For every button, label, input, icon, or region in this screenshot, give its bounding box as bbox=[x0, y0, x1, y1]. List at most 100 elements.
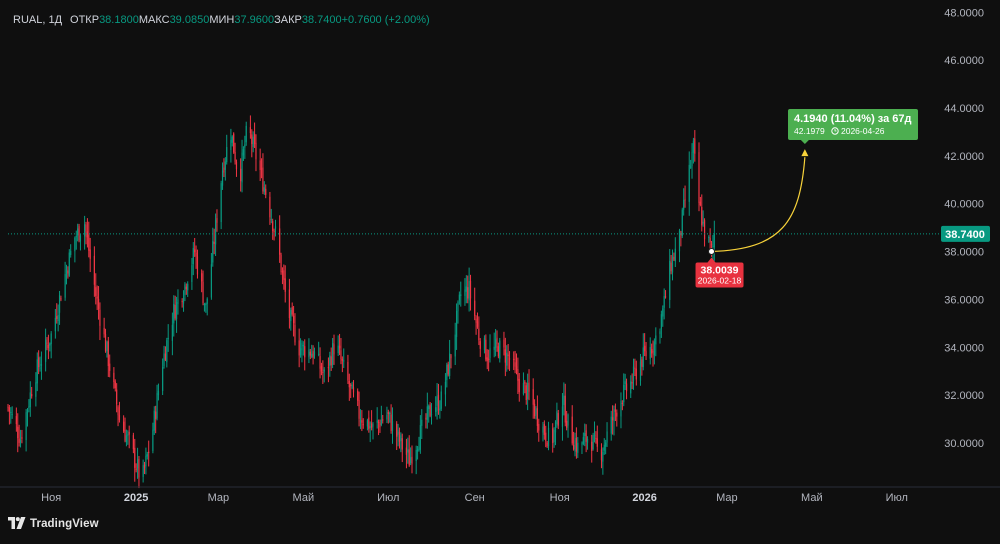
candle bbox=[421, 409, 423, 440]
candle bbox=[104, 328, 107, 353]
candle bbox=[153, 406, 155, 436]
candle bbox=[68, 249, 70, 277]
candle bbox=[652, 340, 654, 367]
candle bbox=[581, 441, 583, 455]
y-tick-label: 48.0000 bbox=[944, 7, 984, 19]
candle bbox=[536, 395, 538, 433]
candle bbox=[224, 157, 226, 181]
x-tick-label: Ноя bbox=[550, 492, 570, 504]
candle bbox=[437, 383, 440, 415]
price-axis[interactable]: 30.0000 32.0000 34.0000 36.0000 38.0000 40.00… bbox=[940, 0, 1000, 487]
candle bbox=[138, 455, 140, 489]
candle bbox=[25, 409, 27, 452]
candle bbox=[299, 338, 302, 358]
candle bbox=[220, 180, 222, 230]
candle bbox=[216, 209, 218, 232]
candle bbox=[447, 361, 449, 377]
candle bbox=[690, 159, 692, 169]
candle bbox=[77, 223, 79, 242]
candle bbox=[245, 121, 247, 146]
candle bbox=[435, 396, 437, 417]
last-price-marker: 38.7400 bbox=[941, 225, 990, 242]
candle bbox=[187, 281, 189, 297]
candle bbox=[230, 128, 232, 163]
candle bbox=[684, 185, 686, 208]
candle bbox=[177, 289, 179, 315]
candle bbox=[54, 308, 56, 339]
forecast-curve[interactable] bbox=[711, 157, 806, 253]
candle bbox=[557, 409, 559, 430]
y-tick-label: 32.0000 bbox=[944, 390, 984, 402]
candle bbox=[465, 275, 467, 304]
candle bbox=[97, 286, 100, 320]
candle bbox=[508, 351, 511, 371]
candle bbox=[7, 403, 9, 412]
candle bbox=[341, 356, 343, 373]
candle bbox=[515, 353, 518, 375]
candle bbox=[418, 436, 420, 452]
candle bbox=[371, 410, 373, 431]
candle bbox=[18, 424, 20, 447]
candle bbox=[425, 413, 427, 429]
forecast-source-date: 2026-02-18 bbox=[698, 275, 742, 285]
candle bbox=[210, 253, 212, 300]
candle bbox=[503, 331, 505, 356]
time-axis[interactable]: Ноя 2025 Мар Май Июл Сен Ноя 2026 Мар Май Июл bbox=[0, 486, 1000, 504]
candle bbox=[428, 404, 430, 423]
candle bbox=[291, 302, 293, 317]
candle bbox=[401, 433, 403, 463]
candle bbox=[26, 408, 29, 427]
candle bbox=[39, 356, 41, 372]
candle bbox=[127, 430, 129, 445]
candle bbox=[17, 413, 19, 453]
candle bbox=[95, 273, 97, 305]
candle bbox=[436, 383, 438, 420]
candle bbox=[348, 373, 350, 401]
candle bbox=[603, 438, 605, 455]
candle bbox=[103, 317, 105, 338]
candle bbox=[398, 427, 401, 449]
candle bbox=[678, 228, 681, 263]
candle bbox=[380, 405, 382, 427]
candle bbox=[444, 373, 447, 407]
candle bbox=[372, 422, 374, 440]
candle bbox=[152, 422, 154, 454]
legend-change: +0.7600 (+2.00%) bbox=[341, 14, 430, 26]
candle bbox=[301, 340, 303, 363]
candle bbox=[440, 385, 442, 412]
candle bbox=[478, 316, 480, 346]
candle bbox=[294, 313, 296, 346]
candle bbox=[260, 158, 263, 179]
candle bbox=[45, 328, 47, 372]
candle bbox=[182, 290, 185, 312]
candle bbox=[319, 347, 321, 379]
legend-symbol[interactable]: RUAL, 1Д bbox=[13, 14, 63, 26]
candle bbox=[699, 196, 701, 207]
clock-icon bbox=[831, 127, 839, 135]
candle bbox=[28, 399, 30, 413]
ohlc-legend: RUAL, 1Д ОТКР38.1800МАКС39.0850МИН37.9600… bbox=[13, 14, 430, 26]
y-tick-label: 46.0000 bbox=[944, 55, 984, 67]
candle bbox=[38, 350, 40, 375]
candle bbox=[270, 208, 272, 224]
forecast-source-point[interactable] bbox=[708, 247, 716, 255]
candle bbox=[517, 357, 519, 394]
candle bbox=[457, 300, 459, 324]
candle bbox=[663, 288, 665, 320]
candle bbox=[117, 405, 119, 427]
candle bbox=[486, 349, 488, 370]
candle bbox=[67, 266, 69, 279]
candle bbox=[15, 407, 17, 432]
candle bbox=[701, 194, 703, 232]
candle bbox=[202, 270, 204, 306]
tradingview-watermark[interactable]: TradingView bbox=[8, 515, 99, 533]
candle bbox=[493, 332, 495, 358]
candle bbox=[527, 373, 529, 411]
legend-low-value: 37.9600 bbox=[234, 14, 275, 26]
candle bbox=[302, 341, 304, 356]
candle bbox=[145, 447, 147, 475]
candle bbox=[397, 423, 399, 447]
